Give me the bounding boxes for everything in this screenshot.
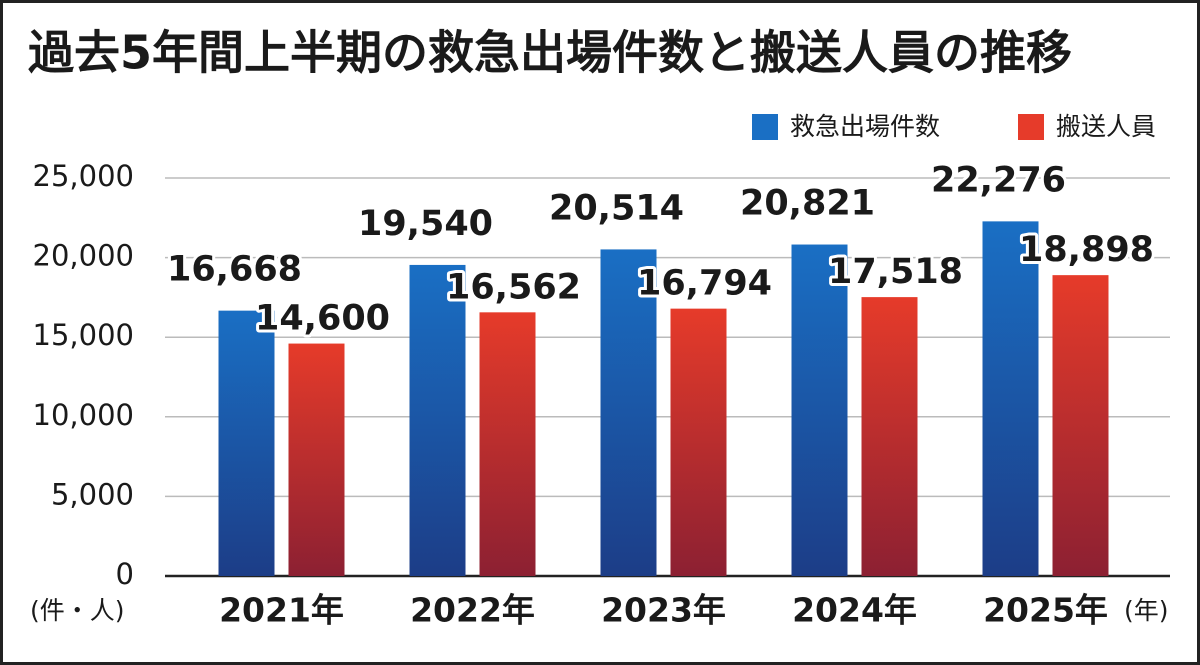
- x-tick-label: 2021年: [219, 591, 344, 630]
- value-label: 17,518: [828, 252, 963, 292]
- y-tick-label: 10,000: [33, 398, 134, 432]
- bar: [982, 221, 1039, 576]
- chart-title: 過去5年間上半期の救急出場件数と搬送人員の推移: [28, 26, 1072, 80]
- x-tick-label: 2022年: [410, 591, 535, 630]
- y-tick-label: 0: [116, 557, 134, 591]
- value-label: 20,821: [740, 184, 875, 224]
- legend-label: 救急出場件数: [790, 112, 940, 141]
- bar: [791, 244, 848, 577]
- value-label: 20,514: [549, 188, 684, 228]
- value-label: 22,276: [931, 160, 1066, 200]
- x-tick-label: 2024年: [792, 591, 917, 630]
- bar: [670, 308, 727, 576]
- bar: [409, 264, 466, 576]
- bar: [479, 312, 536, 576]
- x-tick-label: 2025年: [983, 591, 1108, 630]
- legend-label: 搬送人員: [1056, 112, 1156, 141]
- value-label: 14,600: [255, 299, 390, 339]
- legend-swatch: [752, 114, 778, 140]
- x-axis-label: (年): [1124, 596, 1169, 625]
- y-tick-label: 25,000: [33, 159, 134, 193]
- bar: [218, 310, 275, 576]
- y-tick-label: 15,000: [33, 318, 134, 352]
- value-label: 18,898: [1019, 230, 1154, 270]
- bar: [288, 343, 345, 576]
- value-label: 19,540: [358, 204, 493, 244]
- y-tick-label: 20,000: [33, 239, 134, 273]
- value-label: 16,794: [637, 264, 772, 304]
- bar: [861, 297, 918, 576]
- y-tick-label: 5,000: [51, 477, 134, 511]
- bar: [1052, 275, 1109, 576]
- legend-swatch: [1018, 114, 1044, 140]
- value-label: 16,562: [446, 267, 581, 307]
- bar: [600, 249, 657, 576]
- x-tick-label: 2023年: [601, 591, 726, 630]
- value-label: 16,668: [167, 250, 302, 290]
- y-axis-label: (件・人): [30, 596, 125, 625]
